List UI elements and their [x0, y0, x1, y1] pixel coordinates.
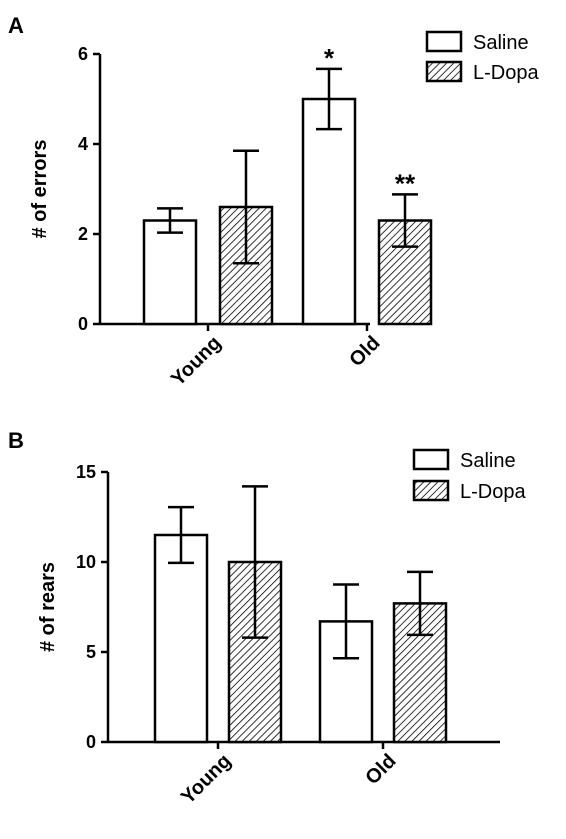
panel-a-y-tick-label: 6: [78, 44, 88, 64]
panel-a-legend-swatch: [425, 30, 463, 53]
panel-a-y-axis-title: # of errors: [29, 140, 51, 239]
panel-a-bar-saline: [301, 97, 357, 326]
panel-a-significance-label: *: [324, 43, 335, 73]
panel-b-legend-swatch: [412, 448, 450, 471]
panel-a-category-label: Old: [345, 332, 384, 371]
panel-b-bar-saline: [153, 533, 209, 744]
panel-b-legend-label: Saline: [460, 450, 516, 472]
panel-b-letter: B: [8, 428, 24, 453]
panel-a-y-tick-label: 2: [78, 224, 88, 244]
panel-a-legend-label: L-Dopa: [473, 62, 539, 84]
panel-b-y-tick-label: 5: [86, 642, 96, 662]
panel-a-category-label: Young: [167, 332, 226, 391]
panel-a-bar-saline: [142, 219, 198, 326]
panel-b-y-tick-label: 15: [76, 462, 96, 482]
panel-a-legend-label: Saline: [473, 32, 529, 54]
panel-a-significance-label: **: [395, 168, 416, 198]
panel-a-bar-ldopa: [377, 219, 433, 326]
panel-a-legend-swatch: [425, 60, 463, 83]
panel-b-legend-label: L-Dopa: [460, 481, 526, 503]
panel-b-y-axis-title: # of rears: [37, 562, 59, 652]
panel-b-y-tick-label: 0: [86, 732, 96, 752]
panel-a-y-tick-label: 4: [78, 134, 88, 154]
panel-a-letter: A: [8, 13, 24, 38]
panel-b-y-tick-label: 10: [76, 552, 96, 572]
panel-b-category-label: Old: [361, 750, 400, 789]
panel-b-legend-swatch: [412, 479, 450, 502]
panel-b-category-label: Young: [177, 750, 236, 809]
panel-a-y-tick-label: 0: [78, 314, 88, 334]
